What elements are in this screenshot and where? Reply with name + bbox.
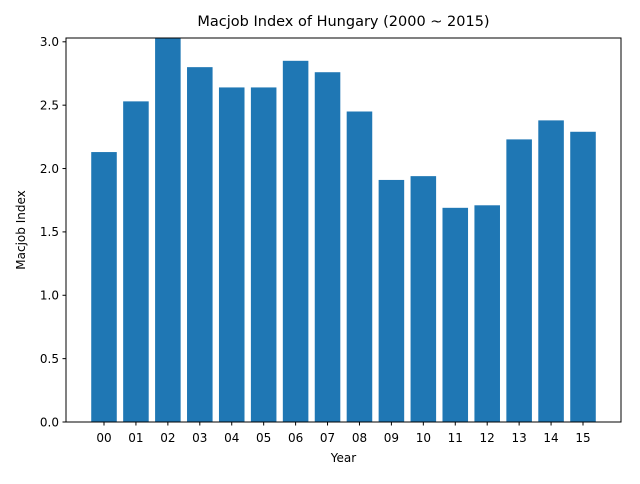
bar-13 bbox=[506, 139, 532, 422]
bar-07 bbox=[314, 72, 341, 422]
x-tick-label: 04 bbox=[224, 431, 239, 445]
x-tick-label: 03 bbox=[192, 431, 207, 445]
bar-01 bbox=[123, 101, 149, 423]
bar-14 bbox=[538, 120, 564, 422]
x-tick-label: 13 bbox=[511, 431, 526, 445]
bar-04 bbox=[218, 87, 245, 423]
x-tick-label: 11 bbox=[448, 431, 463, 445]
bar-09 bbox=[378, 179, 405, 422]
x-tick-label: 06 bbox=[288, 431, 303, 445]
bar-02 bbox=[155, 38, 181, 422]
chart-title: Macjob Index of Hungary (2000 ~ 2015) bbox=[197, 14, 489, 30]
x-tick-label: 15 bbox=[575, 431, 590, 445]
x-tick-label: 05 bbox=[256, 431, 271, 445]
x-tick-label: 08 bbox=[352, 431, 367, 445]
x-tick-label: 12 bbox=[480, 431, 495, 445]
x-axis: 00 01 02 03 04 05 06 07 08 09 10 11 12 13 14 15 bbox=[96, 422, 591, 445]
x-tick-label: 09 bbox=[384, 431, 399, 445]
bar-05 bbox=[250, 87, 277, 423]
bars-group bbox=[91, 38, 596, 423]
x-tick-label: 01 bbox=[128, 431, 143, 445]
plot-frame bbox=[65, 37, 622, 423]
x-tick-label: 07 bbox=[320, 431, 335, 445]
y-tick-label: 0.0 bbox=[40, 415, 59, 429]
y-axis-label: Macjob Index bbox=[14, 190, 28, 269]
y-tick-label: 2.0 bbox=[40, 162, 59, 176]
y-tick-label: 0.5 bbox=[40, 352, 59, 366]
y-tick-label: 1.5 bbox=[40, 225, 59, 239]
x-axis-label: Year bbox=[330, 451, 356, 465]
y-axis: 0.0 0.5 1.0 1.5 2.0 2.5 3.0 bbox=[40, 35, 66, 429]
bar-00 bbox=[91, 152, 117, 422]
x-tick-label: 14 bbox=[543, 431, 558, 445]
bar-03 bbox=[187, 67, 213, 423]
y-tick-label: 1.0 bbox=[40, 289, 59, 303]
bar-12 bbox=[474, 205, 500, 422]
x-tick-label: 02 bbox=[160, 431, 175, 445]
y-tick-label: 3.0 bbox=[40, 35, 59, 49]
bar-11 bbox=[442, 207, 469, 422]
bar-15 bbox=[570, 131, 596, 422]
x-tick-label: 00 bbox=[96, 431, 111, 445]
bar-10 bbox=[410, 176, 437, 422]
x-tick-label: 10 bbox=[416, 431, 431, 445]
bar-08 bbox=[346, 111, 373, 422]
bar-06 bbox=[282, 60, 309, 423]
y-tick-label: 2.5 bbox=[40, 98, 59, 112]
